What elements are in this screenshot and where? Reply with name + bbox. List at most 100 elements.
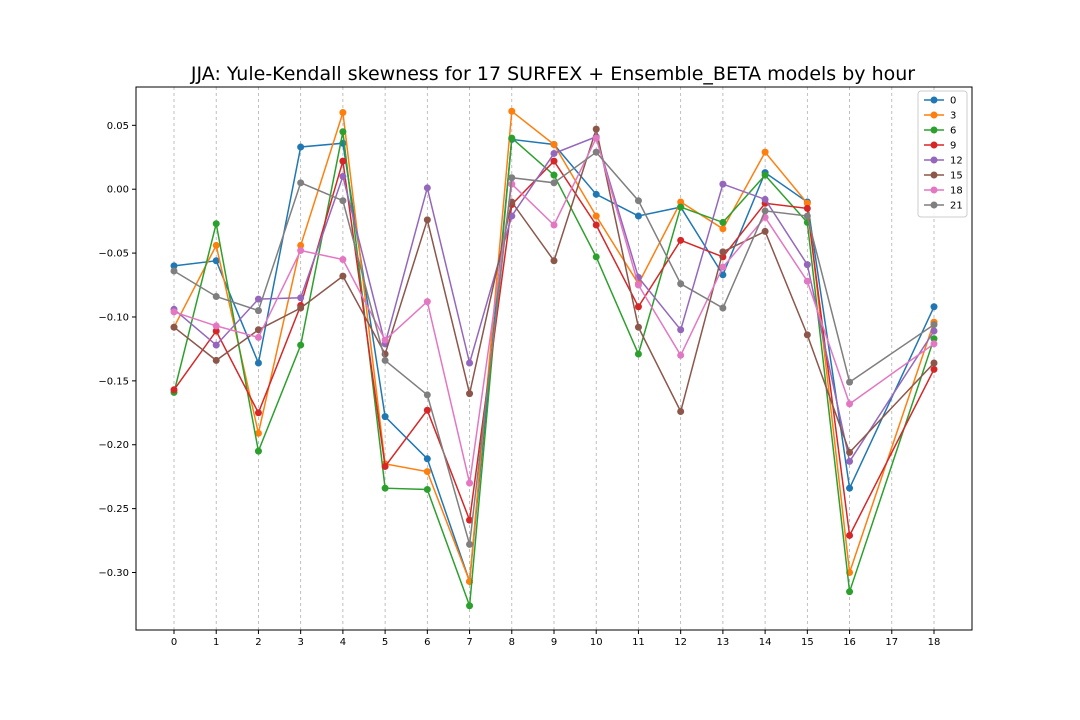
series-line xyxy=(173,159,935,539)
series-line xyxy=(173,131,935,606)
data-point xyxy=(381,462,389,470)
legend-marker xyxy=(930,156,938,164)
data-point xyxy=(803,277,811,285)
legend-label: 3 xyxy=(950,111,956,122)
data-point xyxy=(381,336,389,344)
x-tick-label: 3 xyxy=(297,637,303,648)
data-point xyxy=(550,140,558,148)
data-point xyxy=(550,257,558,265)
data-point xyxy=(339,255,347,263)
data-point xyxy=(634,281,642,289)
data-point xyxy=(466,540,474,548)
data-point xyxy=(339,172,347,180)
y-tick-label: −0.20 xyxy=(98,440,129,451)
data-point xyxy=(719,180,727,188)
data-point xyxy=(297,241,305,249)
x-tick-label: 16 xyxy=(843,637,856,648)
data-point xyxy=(930,335,938,343)
data-point xyxy=(212,220,220,228)
x-tick-label: 11 xyxy=(632,637,645,648)
data-point xyxy=(297,179,305,187)
x-tick-label: 12 xyxy=(674,637,687,648)
data-point xyxy=(170,323,178,331)
data-point xyxy=(803,199,811,207)
data-point xyxy=(761,171,769,179)
data-point xyxy=(254,359,262,367)
data-point xyxy=(254,333,262,341)
x-tick-label: 10 xyxy=(590,637,603,648)
data-point xyxy=(297,341,305,349)
data-point xyxy=(212,322,220,330)
x-tick-label: 5 xyxy=(382,637,388,648)
data-point xyxy=(254,409,262,417)
data-point xyxy=(423,468,431,476)
series-21 xyxy=(170,148,938,548)
x-tick-label: 2 xyxy=(255,637,261,648)
legend-item-12: 12 xyxy=(924,156,963,167)
data-point xyxy=(592,212,600,220)
legend-marker xyxy=(930,141,938,149)
data-point xyxy=(423,406,431,414)
x-tick-label: 13 xyxy=(717,637,730,648)
legend-item-6: 6 xyxy=(924,126,956,137)
data-point xyxy=(508,212,516,220)
data-point xyxy=(719,263,727,271)
data-point xyxy=(677,326,685,334)
y-axis: 0.05 0.00 −0.05 −0.10 −0.15 −0.20 −0.25 −0.30 xyxy=(98,121,136,579)
legend-label: 21 xyxy=(950,201,963,212)
y-tick-label: −0.10 xyxy=(98,312,129,323)
legend-label: 12 xyxy=(950,156,963,167)
data-point xyxy=(592,253,600,261)
data-point xyxy=(297,304,305,312)
legend-item-9: 9 xyxy=(924,141,956,152)
data-point xyxy=(466,602,474,610)
data-point xyxy=(761,195,769,203)
data-point xyxy=(719,248,727,256)
data-point xyxy=(508,107,516,115)
data-point xyxy=(466,479,474,487)
x-tick-label: 6 xyxy=(424,637,430,648)
x-tick-label: 18 xyxy=(928,637,941,648)
data-point xyxy=(930,321,938,329)
data-point xyxy=(846,448,854,456)
data-point xyxy=(297,247,305,255)
data-point xyxy=(846,531,854,539)
data-point xyxy=(339,197,347,205)
legend-item-21: 21 xyxy=(924,201,963,212)
data-point xyxy=(930,327,938,335)
data-point xyxy=(803,212,811,220)
data-point xyxy=(339,128,347,136)
data-point xyxy=(550,149,558,157)
data-point xyxy=(930,340,938,348)
y-tick-label: −0.25 xyxy=(98,504,129,515)
data-point xyxy=(381,484,389,492)
data-point xyxy=(592,221,600,229)
series-line xyxy=(173,138,935,582)
legend-marker xyxy=(930,126,938,134)
data-point xyxy=(761,227,769,235)
x-tick-label: 9 xyxy=(551,637,557,648)
x-tick-label: 0 xyxy=(171,637,177,648)
x-axis: 0 1 2 3 4 5 6 7 8 9 10 11 12 13 14 15 16 17 18 xyxy=(171,630,941,648)
data-point xyxy=(930,365,938,373)
series-6 xyxy=(170,128,938,610)
data-point xyxy=(212,356,220,364)
x-tick-label: 17 xyxy=(885,637,898,648)
data-point xyxy=(761,148,769,156)
data-point xyxy=(466,390,474,398)
data-point xyxy=(592,148,600,156)
data-point xyxy=(212,257,220,265)
data-point xyxy=(212,241,220,249)
data-point xyxy=(381,356,389,364)
data-point xyxy=(212,327,220,335)
x-tick-label: 7 xyxy=(466,637,472,648)
data-point xyxy=(339,109,347,117)
data-point xyxy=(803,261,811,269)
y-tick-label: 0.00 xyxy=(107,185,129,196)
data-point xyxy=(423,184,431,192)
data-point xyxy=(423,298,431,306)
data-point xyxy=(677,203,685,211)
data-point xyxy=(381,413,389,421)
legend-label: 9 xyxy=(950,141,956,152)
